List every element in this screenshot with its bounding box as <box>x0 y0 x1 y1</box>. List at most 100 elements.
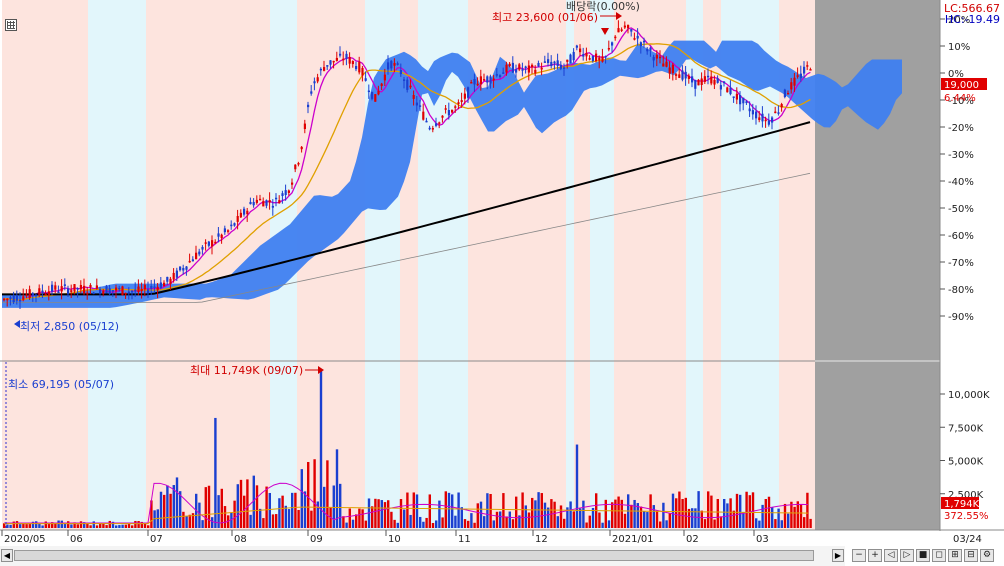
x-tick-label: 2021/01 <box>612 534 654 545</box>
volume-bar <box>681 498 684 528</box>
candle-body <box>118 287 121 290</box>
candle-body <box>745 101 748 104</box>
candle-body <box>236 216 239 222</box>
candle-body <box>470 82 473 84</box>
volume-bar <box>396 522 399 528</box>
candle-body <box>214 241 217 244</box>
volume-bar <box>697 491 700 528</box>
volume-bars <box>3 370 812 528</box>
candle-body <box>108 288 111 295</box>
candle-body <box>367 90 370 93</box>
candle-body <box>399 70 402 75</box>
volume-bar <box>70 524 73 528</box>
candle-body <box>639 42 642 47</box>
prev-button[interactable]: ◁ <box>884 549 898 562</box>
candle-body <box>796 75 799 77</box>
candle-body <box>550 61 553 67</box>
volume-bar <box>406 492 409 528</box>
zoom-out-button[interactable]: − <box>852 549 866 562</box>
candle-body <box>588 58 591 60</box>
candle-body <box>329 60 332 65</box>
volume-bar <box>115 525 118 528</box>
volume-bar <box>809 518 812 528</box>
zoom-in-button[interactable]: + <box>868 549 882 562</box>
volume-bar <box>502 493 505 528</box>
volume-bar <box>86 522 89 528</box>
candle-body <box>703 76 706 82</box>
volume-bar <box>297 509 300 528</box>
candle-body <box>531 64 534 68</box>
x-tick-label: 09 <box>310 534 323 545</box>
price-tick-label: 20% <box>948 15 970 26</box>
candle-body <box>12 295 15 303</box>
volume-bar <box>163 494 166 528</box>
volume-bar <box>783 503 787 528</box>
candle-body <box>511 62 514 73</box>
ma240-line <box>2 172 811 303</box>
candle-body <box>134 289 137 292</box>
candle-body <box>319 68 322 71</box>
candle-body <box>111 290 114 292</box>
grid-minus-button[interactable]: ⊟ <box>964 549 978 562</box>
candle-body <box>278 200 281 204</box>
candle-body <box>662 63 665 67</box>
settings-button[interactable]: ⚙ <box>980 549 994 562</box>
volume-bar <box>495 511 499 528</box>
volume-bar <box>134 520 137 528</box>
volume-tick-label: 2,500K <box>948 490 984 501</box>
stop-button[interactable]: ■ <box>916 549 930 562</box>
volume-bar <box>758 520 761 528</box>
candle-body <box>262 201 265 207</box>
next-button[interactable]: ▷ <box>900 549 914 562</box>
candle-body <box>486 76 489 83</box>
volume-bar <box>9 524 12 528</box>
volume-bar <box>127 523 131 528</box>
volume-bar <box>281 495 284 528</box>
volume-bar <box>483 516 486 528</box>
volume-max-label: 최대 11,749K (09/07) <box>190 364 303 377</box>
volume-bar <box>422 521 425 528</box>
current-ratio-label: 372.55% <box>944 511 989 522</box>
candle-body <box>28 289 31 299</box>
grid-plus-button[interactable]: ⊞ <box>948 549 962 562</box>
current-change-label: 6.44% <box>944 93 976 104</box>
candle-body <box>67 288 70 295</box>
candle-body <box>585 53 588 57</box>
box-button[interactable]: ◻ <box>932 549 946 562</box>
volume-bar <box>755 518 758 528</box>
candle-body <box>220 234 223 239</box>
x-tick-label: 10 <box>388 534 401 545</box>
candle-body <box>473 78 476 85</box>
volume-bar <box>284 505 287 528</box>
candle-body <box>348 56 351 64</box>
band-red <box>2 0 88 530</box>
volume-bar <box>159 491 163 528</box>
volume-bar <box>671 493 675 528</box>
volume-bar <box>678 491 681 528</box>
candle-body <box>35 294 38 297</box>
volume-bar <box>351 519 355 528</box>
candle-body <box>783 89 786 98</box>
x-tick-label: 03 <box>756 534 769 545</box>
candle-body <box>313 81 316 84</box>
volume-bar <box>102 523 105 528</box>
scrollbar-thumb[interactable] <box>14 550 814 561</box>
volume-bar <box>60 520 63 528</box>
volume-bar <box>326 460 329 528</box>
candle-body <box>435 123 438 126</box>
volume-bar <box>739 494 742 528</box>
scroll-left-button[interactable]: ◀ <box>1 549 13 562</box>
volume-bar <box>44 521 47 528</box>
volume-bar <box>569 501 572 528</box>
candle-body <box>284 190 287 196</box>
price-high-label: 최고 23,600 (01/06) <box>492 11 598 24</box>
volume-bar <box>191 513 195 528</box>
scroll-right-button[interactable]: ▶ <box>832 549 844 562</box>
chart-menu-icon[interactable] <box>5 19 17 31</box>
volume-bar <box>31 521 35 528</box>
volume-bar <box>470 513 473 528</box>
candle-body <box>124 292 127 295</box>
candle-body <box>326 65 329 67</box>
volume-bar <box>803 517 806 528</box>
x-tick-label: 2020/05 <box>4 534 46 545</box>
